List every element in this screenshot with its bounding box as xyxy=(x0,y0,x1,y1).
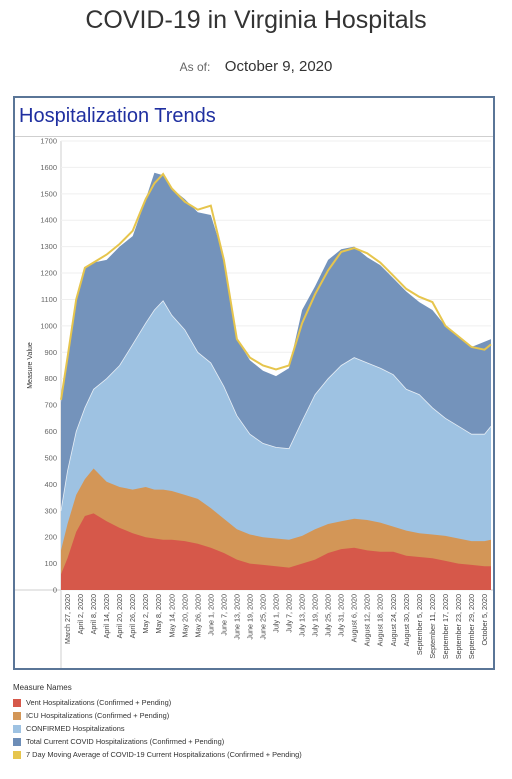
as-of-label: As of: xyxy=(179,60,211,74)
legend-swatch xyxy=(13,750,21,759)
legend-swatch xyxy=(13,711,21,720)
y-tick-label: 1100 xyxy=(41,295,57,304)
as-of-date: October 9, 2020 xyxy=(224,58,333,75)
x-tick-label: September 23, 2020 xyxy=(454,594,463,659)
x-tick-label: March 27, 2020 xyxy=(63,594,72,644)
legend-label: ICU Hospitalizations (Confirmed + Pendin… xyxy=(26,711,170,720)
x-tick-label: September 29, 2020 xyxy=(467,594,476,659)
legend-swatch xyxy=(13,698,21,707)
legend-label: Total Current COVID Hospitalizations (Co… xyxy=(26,737,225,746)
legend-item[interactable]: CONFIRMED Hospitalizations xyxy=(13,722,503,735)
series-vent-area xyxy=(61,513,491,590)
y-tick-label: 1600 xyxy=(40,163,57,172)
y-tick-label: 0 xyxy=(53,586,57,595)
x-tick-label: May 2, 2020 xyxy=(141,594,150,634)
legend-swatch xyxy=(13,724,21,733)
x-tick-label: July 19, 2020 xyxy=(311,594,320,637)
as-of-line: As of: October 9, 2020 xyxy=(0,58,512,76)
legend-item[interactable]: ICU Hospitalizations (Confirmed + Pendin… xyxy=(13,709,503,722)
x-tick-label: June 7, 2020 xyxy=(219,594,228,636)
y-tick-label: 200 xyxy=(44,533,57,542)
x-tick-label: July 7, 2020 xyxy=(285,594,294,633)
legend-item[interactable]: Vent Hospitalizations (Confirmed + Pendi… xyxy=(13,696,503,709)
y-tick-label: 1400 xyxy=(40,216,57,225)
y-tick-label: 300 xyxy=(44,506,57,515)
y-tick-label: 1000 xyxy=(40,321,57,330)
x-tick-label: July 25, 2020 xyxy=(324,594,333,637)
y-axis-title: Measure Value xyxy=(27,342,34,389)
x-tick-label: April 14, 2020 xyxy=(102,594,111,638)
y-tick-label: 700 xyxy=(44,401,57,410)
y-tick-label: 500 xyxy=(44,453,57,462)
y-tick-label: 800 xyxy=(44,374,57,383)
y-tick-label: 400 xyxy=(44,480,57,489)
x-tick-label: August 12, 2020 xyxy=(363,594,372,646)
y-tick-label: 1200 xyxy=(40,269,57,278)
card-title: Hospitalization Trends xyxy=(19,105,216,127)
hospitalization-trends-card: Hospitalization Trends 0 100 200 300 400 500 6… xyxy=(13,96,495,670)
x-tick-label: August 30, 2020 xyxy=(402,594,411,646)
card-divider xyxy=(15,136,493,137)
legend-label: 7 Day Moving Average of COVID-19 Current… xyxy=(26,750,302,759)
x-tick-label: June 1, 2020 xyxy=(206,594,215,636)
x-tick-label: August 18, 2020 xyxy=(376,594,385,646)
x-tick-label: August 24, 2020 xyxy=(389,594,398,646)
x-tick-label: July 31, 2020 xyxy=(337,594,346,637)
hospitalization-chart: 0 100 200 300 400 500 600 700 800 900 1000 1100 1200… xyxy=(15,137,493,668)
y-tick-label: 900 xyxy=(44,348,57,357)
x-tick-label: August 6, 2020 xyxy=(350,594,359,642)
legend-item[interactable]: Total Current COVID Hospitalizations (Co… xyxy=(13,735,503,748)
x-tick-label: April 2, 2020 xyxy=(76,594,85,634)
legend-item[interactable]: 7 Day Moving Average of COVID-19 Current… xyxy=(13,748,503,761)
legend: Measure Names Vent Hospitalizations (Con… xyxy=(13,683,503,761)
x-tick-label: July 13, 2020 xyxy=(298,594,307,637)
x-tick-label: May 26, 2020 xyxy=(193,594,202,638)
y-tick-label: 1500 xyxy=(40,189,57,198)
x-tick-label: June 25, 2020 xyxy=(258,594,267,640)
x-tick-label: June 13, 2020 xyxy=(232,594,241,640)
x-tick-label: September 5, 2020 xyxy=(415,594,424,655)
series-confirmed-edge xyxy=(60,300,492,511)
x-tick-label: April 8, 2020 xyxy=(89,594,98,634)
x-tick-label: May 20, 2020 xyxy=(180,594,189,638)
series-moving-average-line xyxy=(60,172,492,400)
x-tick-label: September 11, 2020 xyxy=(428,594,437,659)
legend-swatch xyxy=(13,737,21,746)
page-title: COVID-19 in Virginia Hospitals xyxy=(85,6,427,34)
legend-label: Vent Hospitalizations (Confirmed + Pendi… xyxy=(26,698,172,707)
x-tick-label: May 8, 2020 xyxy=(154,594,163,634)
x-tick-label: June 19, 2020 xyxy=(245,594,254,640)
x-tick-label: July 1, 2020 xyxy=(272,594,281,633)
y-tick-label: 1700 xyxy=(40,137,57,146)
x-tick-label: April 26, 2020 xyxy=(128,594,137,638)
y-tick-label: 1300 xyxy=(40,242,57,251)
legend-label: CONFIRMED Hospitalizations xyxy=(26,724,125,733)
legend-title: Measure Names xyxy=(13,683,72,692)
x-tick-label: September 17, 2020 xyxy=(441,594,450,659)
y-tick-label: 100 xyxy=(44,559,57,568)
x-tick-label: April 20, 2020 xyxy=(115,594,124,638)
y-tick-label: 600 xyxy=(44,427,57,436)
x-tick-label: October 5, 2020 xyxy=(480,594,489,646)
x-tick-label: May 14, 2020 xyxy=(167,594,176,638)
